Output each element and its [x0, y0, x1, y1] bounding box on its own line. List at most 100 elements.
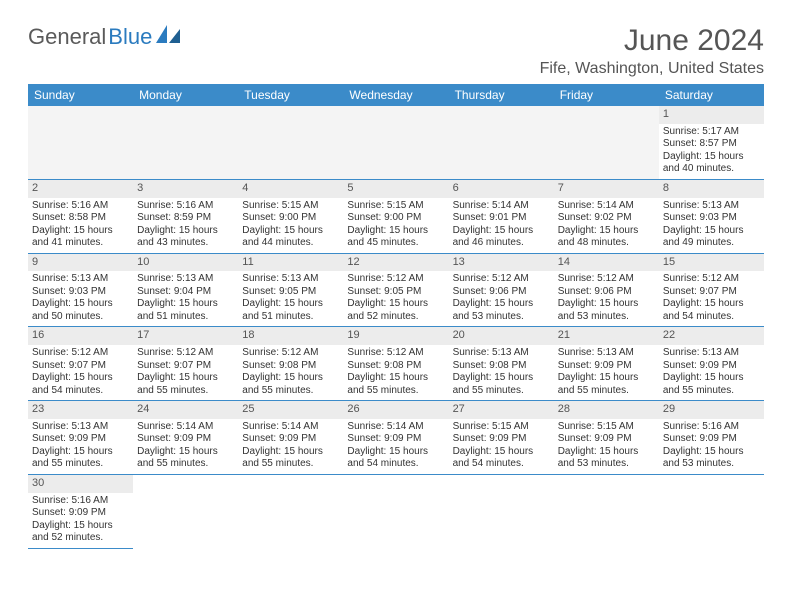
sunset: Sunset: 9:06 PM: [558, 286, 655, 299]
daylight: Daylight: 15 hours and 52 minutes.: [347, 298, 444, 323]
daylight: Daylight: 15 hours and 53 minutes.: [453, 298, 550, 323]
sunrise: Sunrise: 5:13 AM: [663, 347, 760, 360]
sunrise: Sunrise: 5:13 AM: [32, 273, 129, 286]
sunset: Sunset: 9:09 PM: [558, 360, 655, 373]
day-number: 16: [28, 327, 133, 345]
day-info: Sunrise: 5:16 AMSunset: 9:09 PMDaylight:…: [659, 419, 764, 474]
day-cell: 9Sunrise: 5:13 AMSunset: 9:03 PMDaylight…: [28, 253, 133, 327]
sunrise: Sunrise: 5:12 AM: [347, 273, 444, 286]
day-cell: 8Sunrise: 5:13 AMSunset: 9:03 PMDaylight…: [659, 179, 764, 253]
day-cell: 24Sunrise: 5:14 AMSunset: 9:09 PMDayligh…: [133, 401, 238, 475]
sunset: Sunset: 9:09 PM: [453, 433, 550, 446]
week-row: 16Sunrise: 5:12 AMSunset: 9:07 PMDayligh…: [28, 327, 764, 401]
day-number: 8: [659, 180, 764, 198]
weekday-header-row: Sunday Monday Tuesday Wednesday Thursday…: [28, 84, 764, 106]
sunrise: Sunrise: 5:16 AM: [137, 200, 234, 213]
daylight: Daylight: 15 hours and 55 minutes.: [453, 372, 550, 397]
logo-sail-icon: [156, 25, 182, 45]
day-cell: 11Sunrise: 5:13 AMSunset: 9:05 PMDayligh…: [238, 253, 343, 327]
week-row: 9Sunrise: 5:13 AMSunset: 9:03 PMDaylight…: [28, 253, 764, 327]
day-info: Sunrise: 5:14 AMSunset: 9:02 PMDaylight:…: [554, 198, 659, 253]
sunset: Sunset: 9:00 PM: [242, 212, 339, 225]
day-cell: [449, 106, 554, 179]
day-cell: 23Sunrise: 5:13 AMSunset: 9:09 PMDayligh…: [28, 401, 133, 475]
day-cell: 4Sunrise: 5:15 AMSunset: 9:00 PMDaylight…: [238, 179, 343, 253]
day-number: 11: [238, 254, 343, 272]
daylight: Daylight: 15 hours and 43 minutes.: [137, 225, 234, 250]
sunset: Sunset: 9:02 PM: [558, 212, 655, 225]
day-cell: 28Sunrise: 5:15 AMSunset: 9:09 PMDayligh…: [554, 401, 659, 475]
header: GeneralBlue June 2024 Fife, Washington, …: [28, 24, 764, 78]
col-saturday: Saturday: [659, 84, 764, 106]
day-number: 19: [343, 327, 448, 345]
day-info: Sunrise: 5:14 AMSunset: 9:09 PMDaylight:…: [133, 419, 238, 474]
day-info: Sunrise: 5:12 AMSunset: 9:08 PMDaylight:…: [238, 345, 343, 400]
daylight: Daylight: 15 hours and 55 minutes.: [347, 372, 444, 397]
day-info: Sunrise: 5:12 AMSunset: 9:07 PMDaylight:…: [28, 345, 133, 400]
day-cell: 16Sunrise: 5:12 AMSunset: 9:07 PMDayligh…: [28, 327, 133, 401]
day-cell: [28, 106, 133, 179]
day-cell: 20Sunrise: 5:13 AMSunset: 9:08 PMDayligh…: [449, 327, 554, 401]
day-cell: [554, 106, 659, 179]
sunset: Sunset: 9:05 PM: [347, 286, 444, 299]
col-wednesday: Wednesday: [343, 84, 448, 106]
day-cell: [343, 474, 448, 548]
day-cell: [133, 474, 238, 548]
day-cell: 7Sunrise: 5:14 AMSunset: 9:02 PMDaylight…: [554, 179, 659, 253]
day-cell: 6Sunrise: 5:14 AMSunset: 9:01 PMDaylight…: [449, 179, 554, 253]
day-number: 26: [343, 401, 448, 419]
sunrise: Sunrise: 5:13 AM: [137, 273, 234, 286]
day-info: Sunrise: 5:13 AMSunset: 9:03 PMDaylight:…: [659, 198, 764, 253]
daylight: Daylight: 15 hours and 55 minutes.: [137, 372, 234, 397]
sunrise: Sunrise: 5:12 AM: [663, 273, 760, 286]
day-info: Sunrise: 5:13 AMSunset: 9:04 PMDaylight:…: [133, 271, 238, 326]
sunrise: Sunrise: 5:14 AM: [558, 200, 655, 213]
day-info: Sunrise: 5:13 AMSunset: 9:08 PMDaylight:…: [449, 345, 554, 400]
day-cell: 12Sunrise: 5:12 AMSunset: 9:05 PMDayligh…: [343, 253, 448, 327]
day-number: 28: [554, 401, 659, 419]
daylight: Daylight: 15 hours and 51 minutes.: [242, 298, 339, 323]
sunset: Sunset: 9:01 PM: [453, 212, 550, 225]
day-number: 25: [238, 401, 343, 419]
sunrise: Sunrise: 5:13 AM: [453, 347, 550, 360]
day-number: 7: [554, 180, 659, 198]
sunset: Sunset: 8:59 PM: [137, 212, 234, 225]
day-number: 20: [449, 327, 554, 345]
day-number: 30: [28, 475, 133, 493]
day-cell: 18Sunrise: 5:12 AMSunset: 9:08 PMDayligh…: [238, 327, 343, 401]
day-number: 12: [343, 254, 448, 272]
sunrise: Sunrise: 5:14 AM: [453, 200, 550, 213]
daylight: Daylight: 15 hours and 54 minutes.: [663, 298, 760, 323]
day-number: 27: [449, 401, 554, 419]
day-number: 5: [343, 180, 448, 198]
sunset: Sunset: 9:05 PM: [242, 286, 339, 299]
day-cell: 13Sunrise: 5:12 AMSunset: 9:06 PMDayligh…: [449, 253, 554, 327]
day-number: 6: [449, 180, 554, 198]
day-number: 15: [659, 254, 764, 272]
sunset: Sunset: 9:03 PM: [663, 212, 760, 225]
sunset: Sunset: 8:58 PM: [32, 212, 129, 225]
day-number: 13: [449, 254, 554, 272]
col-monday: Monday: [133, 84, 238, 106]
day-number: 1: [659, 106, 764, 124]
day-number: 4: [238, 180, 343, 198]
sunset: Sunset: 9:03 PM: [32, 286, 129, 299]
daylight: Daylight: 15 hours and 55 minutes.: [558, 372, 655, 397]
day-cell: 25Sunrise: 5:14 AMSunset: 9:09 PMDayligh…: [238, 401, 343, 475]
day-cell: 2Sunrise: 5:16 AMSunset: 8:58 PMDaylight…: [28, 179, 133, 253]
day-number: 10: [133, 254, 238, 272]
sunrise: Sunrise: 5:12 AM: [453, 273, 550, 286]
day-cell: [133, 106, 238, 179]
daylight: Daylight: 15 hours and 55 minutes.: [32, 446, 129, 471]
sunrise: Sunrise: 5:14 AM: [347, 421, 444, 434]
day-info: Sunrise: 5:14 AMSunset: 9:01 PMDaylight:…: [449, 198, 554, 253]
sunrise: Sunrise: 5:16 AM: [663, 421, 760, 434]
daylight: Daylight: 15 hours and 45 minutes.: [347, 225, 444, 250]
daylight: Daylight: 15 hours and 53 minutes.: [558, 446, 655, 471]
sunset: Sunset: 9:09 PM: [137, 433, 234, 446]
day-number: 22: [659, 327, 764, 345]
daylight: Daylight: 15 hours and 53 minutes.: [558, 298, 655, 323]
sunset: Sunset: 9:08 PM: [347, 360, 444, 373]
daylight: Daylight: 15 hours and 48 minutes.: [558, 225, 655, 250]
day-info: Sunrise: 5:12 AMSunset: 9:08 PMDaylight:…: [343, 345, 448, 400]
